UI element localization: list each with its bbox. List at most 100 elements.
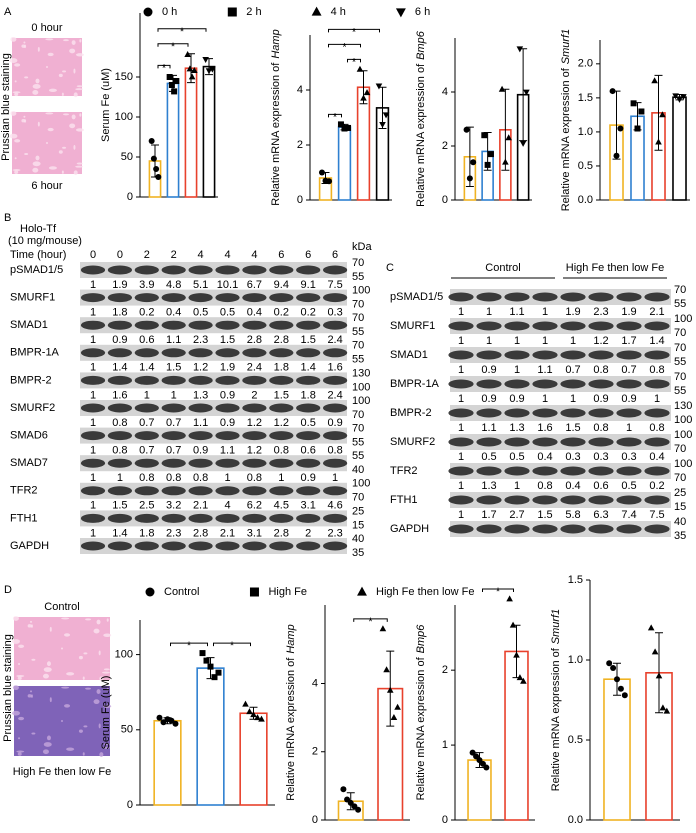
y-axis-label-gene: Hamp: [285, 624, 297, 653]
histology-texture: [30, 624, 33, 628]
significance-label: *: [352, 56, 357, 68]
histology-texture: [16, 674, 25, 677]
band-quantification: 1: [458, 393, 464, 405]
histology-texture: [69, 123, 76, 129]
legend-marker: [145, 587, 155, 597]
band-quantification: 0.8: [274, 445, 289, 457]
blot-band: [134, 458, 159, 468]
band-quantification: 0.8: [139, 472, 154, 484]
y-axis-label-text: Relative mRNA expression of: [285, 657, 297, 801]
histology-texture: [9, 133, 18, 139]
y-axis-label: Relative mRNA expression of Smurf1: [560, 29, 572, 212]
blot-band: [448, 437, 474, 447]
histology-texture: [18, 737, 21, 740]
blot-band: [476, 495, 502, 505]
protein-label: SMAD1: [10, 319, 48, 331]
blot-band: [215, 265, 240, 275]
dose-label: (10 mg/mouse): [8, 235, 82, 247]
blot-band: [532, 524, 558, 534]
band-quantification: 1: [90, 417, 96, 429]
band-quantification: 1.4: [649, 335, 664, 347]
blot-band: [296, 541, 321, 551]
data-point: [659, 704, 667, 711]
band-quantification: 0.9: [220, 417, 235, 429]
data-point: [516, 674, 524, 681]
histology-texture: [46, 661, 51, 667]
kda-marker: 100: [352, 478, 370, 490]
protein-label: TFR2: [390, 465, 418, 477]
band-quantification: 1: [90, 307, 96, 319]
blot-band: [242, 541, 267, 551]
histology-texture: [32, 84, 41, 89]
y-tick-label: 1.0: [578, 126, 593, 138]
image-caption: 0 hour: [31, 22, 63, 34]
blot-band: [476, 524, 502, 534]
band-quantification: 0.5: [301, 417, 316, 429]
protein-label: GAPDH: [390, 523, 429, 535]
lane-label: 4: [198, 249, 204, 261]
histology-texture: [27, 694, 32, 698]
panel-label: A: [4, 6, 12, 18]
blot-band: [80, 431, 106, 441]
kda-marker: 70: [352, 299, 364, 311]
protein-label: BMPR-1A: [390, 378, 440, 390]
data-point: [680, 94, 687, 101]
bar: [603, 678, 631, 821]
kda-marker: 55: [674, 356, 686, 368]
legend-label: 0 h: [162, 6, 177, 18]
band-quantification: 0.8: [112, 417, 127, 429]
data-point: [250, 711, 257, 718]
band-quantification: 1.8: [301, 389, 316, 401]
blot-band: [476, 292, 502, 302]
histology-texture: [58, 150, 63, 154]
band-quantification: 0.5: [220, 307, 235, 319]
histology-texture: [82, 676, 85, 680]
histology-texture: [14, 170, 19, 174]
lane-label: 6: [332, 249, 338, 261]
kda-marker: 130: [352, 367, 370, 379]
band-quantification: 1.8: [274, 362, 289, 374]
band-quantification: 0.8: [327, 445, 342, 457]
band-quantification: 1: [144, 389, 150, 401]
blot-band: [322, 458, 348, 468]
blot-band: [322, 265, 348, 275]
histology-texture: [69, 48, 76, 54]
protein-label: SMAD7: [10, 457, 48, 469]
band-quantification: 1.6: [327, 362, 342, 374]
data-point: [341, 125, 348, 132]
band-quantification: 2.4: [247, 362, 262, 374]
histology-texture: [10, 36, 17, 42]
histology-texture: [49, 626, 52, 632]
histology-texture: [16, 750, 25, 753]
blot-band: [215, 320, 240, 330]
band-quantification: 1.6: [537, 422, 552, 434]
significance-label: *: [162, 62, 167, 74]
significance-bracket: [157, 64, 171, 69]
blot-band: [322, 348, 348, 358]
blot-band: [161, 458, 186, 468]
band-quantification: 0.9: [301, 472, 316, 484]
band-quantification: 0.9: [621, 393, 636, 405]
y-tick-label: 100: [115, 648, 133, 660]
blot-band: [448, 524, 474, 534]
kda-marker: 100: [352, 395, 370, 407]
y-tick-label: 1.0: [568, 654, 583, 666]
blot-band: [107, 265, 133, 275]
blot-band: [107, 458, 133, 468]
blot-band: [644, 524, 670, 534]
histology-texture: [43, 667, 52, 673]
blot-band: [80, 265, 106, 275]
data-point: [156, 714, 163, 721]
y-tick-label: 0.0: [578, 194, 593, 206]
data-point: [513, 651, 520, 658]
band-quantification: 0.4: [565, 480, 580, 492]
band-quantification: 2: [305, 527, 311, 539]
blot-band: [504, 466, 530, 476]
kda-marker: 35: [352, 547, 364, 559]
histology-texture: [14, 157, 17, 160]
y-tick-label: 0: [297, 194, 303, 206]
blot-band: [504, 524, 530, 534]
histology-texture: [17, 676, 22, 680]
blot-band: [504, 350, 530, 360]
histology-texture: [71, 114, 76, 120]
